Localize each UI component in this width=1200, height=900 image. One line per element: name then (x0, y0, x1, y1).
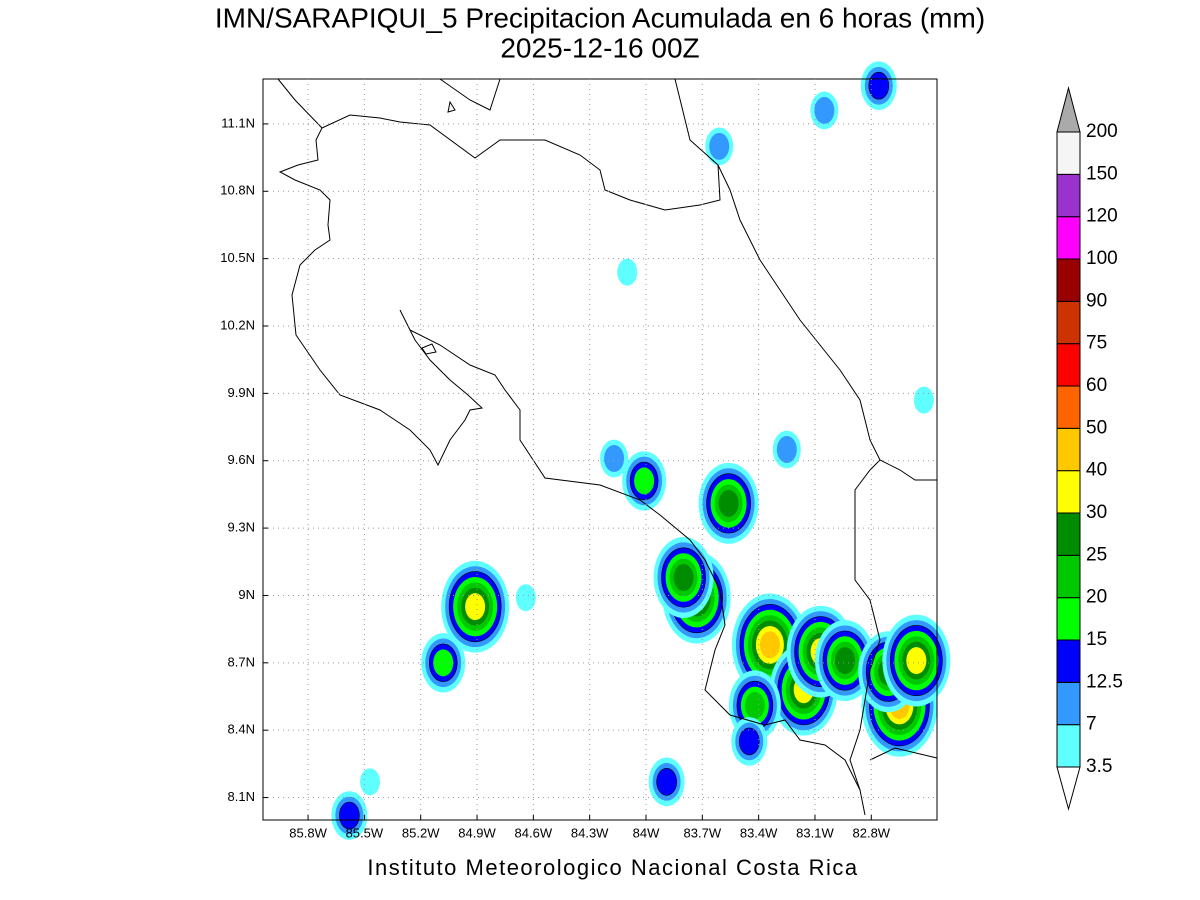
x-tick-label: 85.5W (346, 825, 384, 840)
rain-contour (906, 647, 927, 675)
map-frame (262, 78, 938, 821)
y-tick-label: 9.3N (228, 520, 255, 535)
pacific-coast (277, 78, 866, 816)
colorbar-box (1056, 258, 1081, 302)
colorbar-box (1056, 597, 1081, 641)
y-tick-label: 8.4N (228, 722, 255, 737)
x-tick-label: 84.9W (458, 825, 496, 840)
colorbar-box (1056, 216, 1081, 260)
colorbar-label: 30 (1086, 502, 1107, 523)
y-tick-label: 10.2N (220, 317, 255, 332)
colorbar-box (1056, 300, 1081, 345)
y-tick-label: 9N (238, 587, 255, 602)
colorbar-box (1056, 131, 1081, 175)
rain-contour (913, 386, 934, 414)
panama-border (849, 459, 881, 791)
x-tick-label: 84W (633, 825, 660, 840)
rain-contour (814, 96, 835, 124)
rain-contour (515, 584, 536, 612)
rain-contour (744, 691, 765, 719)
colorbar-box (1056, 681, 1081, 726)
rain-contour (868, 71, 890, 100)
x-tick-label: 83.7W (684, 825, 722, 840)
nicaragua-border (321, 78, 721, 211)
precipitation-layer (331, 61, 951, 840)
colorbar-label: 120 (1086, 206, 1118, 227)
rain-contour (759, 631, 780, 659)
colorbar-label: 40 (1086, 460, 1107, 481)
rain-contour (776, 436, 797, 463)
x-tick-label: 82.8W (853, 825, 891, 840)
colorbar-label: 50 (1086, 417, 1107, 438)
rain-contour (617, 258, 638, 286)
colorbar-box (1056, 173, 1081, 218)
y-tick-label: 9.6N (228, 452, 255, 467)
colorbar-label: 90 (1086, 290, 1107, 311)
rain-contour (656, 768, 677, 796)
colorbar-box (1056, 512, 1081, 556)
colorbar-label: 20 (1086, 587, 1107, 608)
chart-title: IMN/SARAPIQUI_5 Precipitacion Acumulada … (215, 2, 985, 33)
colorbar: 3.5 7 12.5 15 20 25 30 40 50 60 75 90 100 120 150 200 (1056, 86, 1123, 811)
colorbar-box (1056, 639, 1081, 683)
rain-contour (360, 768, 381, 796)
y-tick-label: 8.1N (228, 789, 255, 804)
rain-contour (835, 647, 856, 675)
colorbar-box (1056, 427, 1081, 472)
rain-contour (718, 489, 739, 517)
colorbar-under (1056, 766, 1081, 811)
x-tick-label: 83.4W (740, 825, 778, 840)
colorbar-over (1056, 86, 1081, 133)
rain-contour (673, 563, 694, 591)
y-tick-label: 9.9N (228, 385, 255, 400)
chart-subtitle: 2025-12-16 00Z (500, 32, 699, 63)
y-tick-label: 10.5N (220, 250, 255, 265)
colorbar-label: 7 (1086, 714, 1097, 735)
x-tick-label: 85.2W (402, 825, 440, 840)
credit: Instituto Meteorologico Nacional Costa R… (367, 855, 858, 880)
colorbar-label: 150 (1086, 163, 1118, 184)
panama-coast (869, 747, 938, 761)
lagoon (421, 343, 437, 355)
y-tick-label: 10.8N (220, 183, 255, 198)
y-tick-label: 11.1N (221, 115, 255, 130)
colorbar-box (1056, 343, 1081, 387)
y-tick-label: 8.7N (228, 654, 255, 669)
x-tick-label: 84.3W (571, 825, 609, 840)
rain-contour (604, 444, 625, 472)
colorbar-label: 60 (1086, 375, 1107, 396)
caribbean-coast (717, 164, 937, 481)
x-tick-label: 84.6W (515, 825, 553, 840)
colorbar-box (1056, 470, 1081, 514)
colorbar-box (1056, 724, 1081, 768)
colorbar-label: 12.5 (1086, 671, 1123, 692)
rain-contour (634, 467, 655, 495)
colorbar-label: 75 (1086, 333, 1107, 354)
coastlines (277, 78, 938, 816)
colorbar-box (1056, 385, 1081, 429)
colorbar-label: 100 (1086, 248, 1118, 269)
rain-contour (738, 727, 760, 756)
rain-contour (465, 593, 486, 621)
rain-contour (709, 132, 730, 160)
x-tick-label: 85.8W (289, 825, 327, 840)
colorbar-label: 15 (1086, 629, 1107, 650)
colorbar-label: 3.5 (1086, 756, 1112, 777)
nicaragua-north-coast (439, 78, 501, 111)
x-tick-label: 83.1W (796, 825, 834, 840)
colorbar-box (1056, 554, 1081, 599)
colorbar-label: 200 (1086, 121, 1118, 142)
colorbar-label: 25 (1086, 544, 1107, 565)
lake (447, 100, 456, 113)
rain-contour (339, 801, 360, 830)
